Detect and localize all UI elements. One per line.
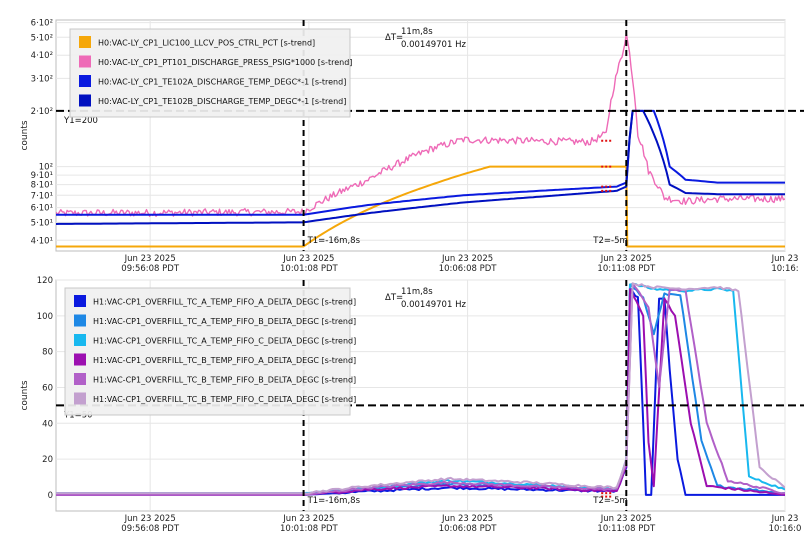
legend-box xyxy=(64,287,351,416)
y-tick-label: 6·10² xyxy=(31,19,53,29)
t2-label: T2=-5m xyxy=(592,496,627,506)
y-axis-label: counts xyxy=(20,120,30,150)
t1-label: T1=-16m,8s xyxy=(307,496,361,506)
series-line-4[interactable] xyxy=(56,282,785,496)
x-tick-time: 09:56:08 PDT xyxy=(121,264,180,274)
x-tick-date: Jun 23 2025 xyxy=(124,514,176,524)
y-tick-label: 6·10¹ xyxy=(31,204,53,214)
t1-label: T1=-16m,8s xyxy=(307,236,361,246)
x-tick-date: Jun 23 2025 xyxy=(441,254,493,264)
y-tick-label: 20 xyxy=(42,455,53,465)
x-tick-time: 10:01:08 PDT xyxy=(280,264,339,274)
delta-t-frequency: 0.00149701 Hz xyxy=(401,40,466,50)
x-tick-date: Jun 23 2025 xyxy=(124,254,176,264)
y-tick-label: 4·10¹ xyxy=(31,236,53,246)
series-line-1[interactable] xyxy=(56,32,785,217)
x-tick-date: Jun 23 2025 xyxy=(282,514,334,524)
legend-swatch xyxy=(79,36,91,48)
series-group xyxy=(56,32,785,248)
y1-label: Y1=200 xyxy=(63,116,98,126)
y-tick-label: 4·10² xyxy=(31,51,53,61)
legend-box xyxy=(69,28,351,118)
legend-entry-0[interactable]: H1:VAC-CP1_OVERFILL_TC_A_TEMP_FIFO_A_DEL… xyxy=(93,298,356,307)
x-tick-time: 09:56:08 PDT xyxy=(121,524,180,534)
x-tick-time: 10:01:08 PDT xyxy=(280,524,339,534)
legend-swatch xyxy=(79,94,91,107)
x-tick-date: Jun 23 2025 xyxy=(441,514,493,524)
series-group xyxy=(56,282,785,496)
y-tick-label: 5·10¹ xyxy=(31,218,53,228)
y-tick-label: 120 xyxy=(37,276,53,286)
y-axis-label: counts xyxy=(20,380,30,410)
legend-swatch xyxy=(74,353,86,366)
t2-label: T2=-5m xyxy=(592,236,627,246)
delta-t-frequency: 0.00149701 Hz xyxy=(401,300,466,310)
x-tick-date: Jun 23 2025 xyxy=(600,514,652,524)
y-tick-label: 3·10² xyxy=(31,74,53,84)
legend-entry-1[interactable]: H0:VAC-LY_CP1_PT101_DISCHARGE_PRESS_PSIG… xyxy=(98,58,352,67)
legend-entry-3[interactable]: H1:VAC-CP1_OVERFILL_TC_B_TEMP_FIFO_A_DEL… xyxy=(93,356,356,365)
series-line-5[interactable] xyxy=(56,282,785,495)
delta-t-label: ΔT= xyxy=(385,293,403,303)
x-tick-time: 10:16: xyxy=(771,264,798,274)
x-tick-time: 10:06:08 PDT xyxy=(439,524,498,534)
x-tick-date: Jun 23 2025 xyxy=(282,254,334,264)
x-tick-time: 10:11:08 PDT xyxy=(597,524,656,534)
legend-entry-3[interactable]: H0:VAC-LY_CP1_TE102B_DISCHARGE_TEMP_DEGC… xyxy=(98,97,346,106)
legend-entry-1[interactable]: H1:VAC-CP1_OVERFILL_TC_A_TEMP_FIFO_B_DEL… xyxy=(93,317,356,326)
y-tick-label: 80 xyxy=(42,348,53,358)
y-tick-label: 7·10¹ xyxy=(31,191,53,201)
legend-entry-2[interactable]: H1:VAC-CP1_OVERFILL_TC_A_TEMP_FIFO_C_DEL… xyxy=(93,337,356,346)
delta-t-value: 11m,8s xyxy=(401,287,433,297)
series-line-0[interactable] xyxy=(56,165,785,248)
x-tick-time: 10:16:0 xyxy=(769,524,802,534)
x-tick-time: 10:11:08 PDT xyxy=(597,264,656,274)
legend[interactable]: H1:VAC-CP1_OVERFILL_TC_A_TEMP_FIFO_A_DEL… xyxy=(64,287,356,416)
series-line-3[interactable] xyxy=(56,109,785,225)
series-line-2[interactable] xyxy=(56,109,785,216)
legend-entry-4[interactable]: H1:VAC-CP1_OVERFILL_TC_B_TEMP_FIFO_B_DEL… xyxy=(93,376,356,385)
delta-t-value: 11m,8s xyxy=(401,27,433,37)
y-tick-label: 9·10¹ xyxy=(31,171,53,181)
legend-swatch xyxy=(74,295,86,307)
legend-entry-2[interactable]: H0:VAC-LY_CP1_TE102A_DISCHARGE_TEMP_DEGC… xyxy=(98,78,346,87)
x-tick-date: Jun 23 2025 xyxy=(600,254,652,264)
x-tick-date: Jun 23 xyxy=(771,254,799,264)
legend-swatch xyxy=(74,314,86,327)
y-tick-label: 5·10² xyxy=(31,33,53,43)
y-tick-label: 0 xyxy=(48,491,53,501)
x-tick-date: Jun 23 xyxy=(771,514,799,524)
y-tick-label: 10² xyxy=(39,163,53,173)
legend-swatch xyxy=(79,55,91,68)
legend-swatch xyxy=(74,373,86,385)
legend-swatch xyxy=(74,392,86,405)
legend-swatch xyxy=(74,334,86,346)
y-tick-label: 40 xyxy=(42,419,53,429)
legend-swatch xyxy=(79,75,91,87)
legend[interactable]: H0:VAC-LY_CP1_LIC100_LLCV_POS_CTRL_PCT [… xyxy=(69,28,352,118)
legend-entry-5[interactable]: H1:VAC-CP1_OVERFILL_TC_B_TEMP_FIFO_C_DEL… xyxy=(93,395,356,404)
legend-entry-0[interactable]: H0:VAC-LY_CP1_LIC100_LLCV_POS_CTRL_PCT [… xyxy=(98,39,315,48)
y-tick-label: 100 xyxy=(37,312,53,322)
x-tick-time: 10:06:08 PDT xyxy=(439,264,498,274)
y-tick-label: 8·10¹ xyxy=(31,181,53,191)
y-tick-label: 2·10² xyxy=(31,107,53,117)
y-tick-label: 60 xyxy=(42,383,53,393)
delta-t-label: ΔT= xyxy=(385,33,403,43)
